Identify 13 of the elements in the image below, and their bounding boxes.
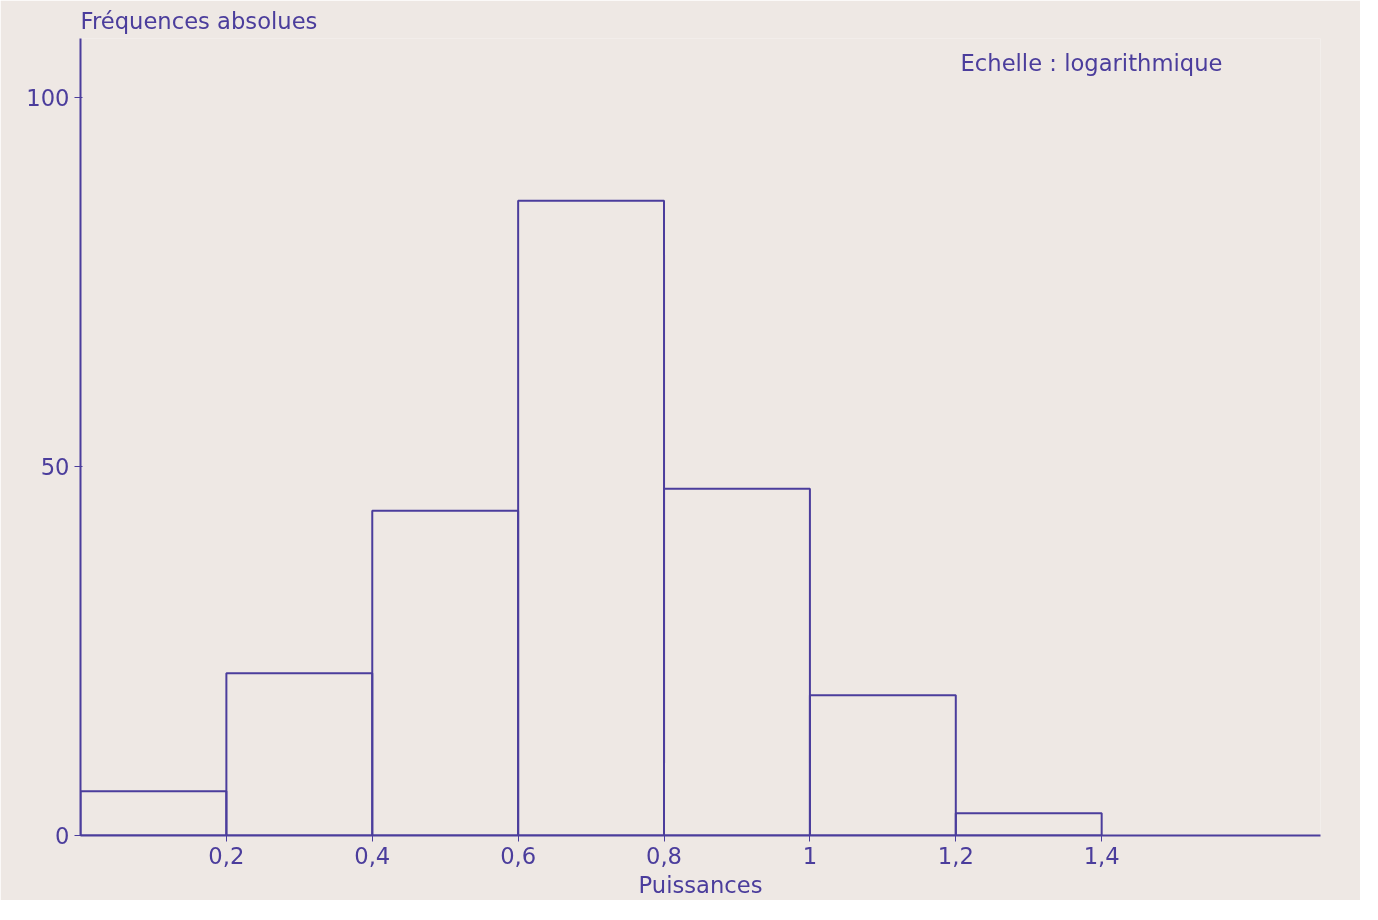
y-tick-label: 50 [40, 454, 70, 481]
x-tick-label: 1 [802, 842, 818, 869]
y-axis-title: Fréquences absolues [80, 7, 318, 34]
y-tick-label: 0 [55, 823, 70, 849]
x-axis-title: Puissances [638, 871, 763, 898]
x-tick-label: 0,8 [646, 842, 683, 869]
x-tick-label: 1,2 [937, 842, 974, 869]
annotation: Echelle : logarithmique [960, 49, 1223, 76]
x-tick-label: 0,6 [500, 842, 537, 869]
x-tick-label: 1,4 [1083, 842, 1120, 869]
y-tick-label: 100 [26, 85, 70, 112]
x-tick-label: 0,4 [354, 842, 391, 869]
x-tick-label: 0,2 [208, 842, 245, 869]
